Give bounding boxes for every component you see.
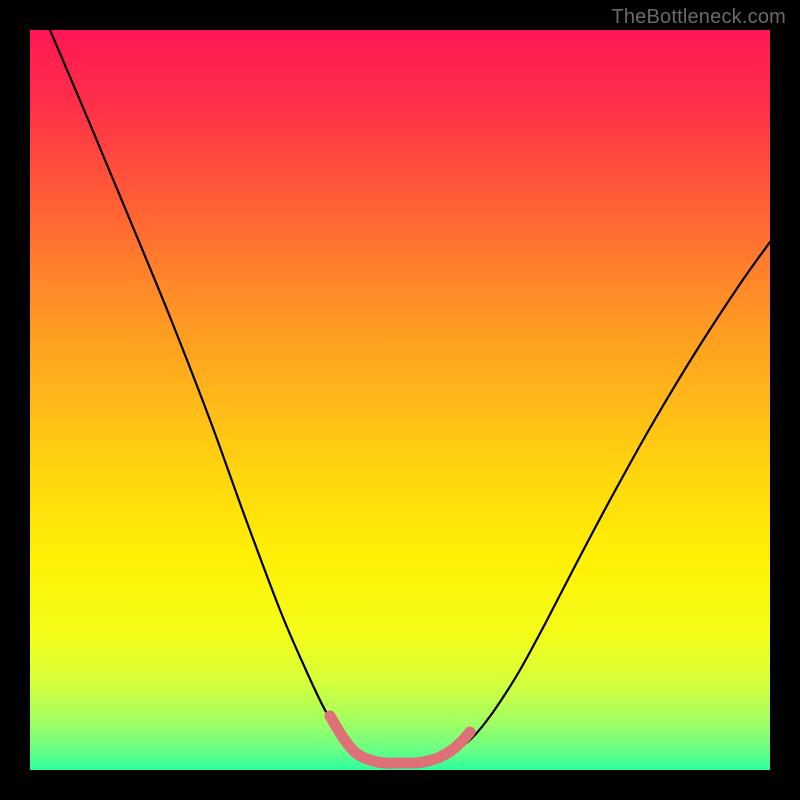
plot-area — [30, 30, 770, 770]
chart-frame: TheBottleneck.com — [0, 0, 800, 800]
plot-svg — [30, 30, 770, 770]
watermark-text: TheBottleneck.com — [611, 6, 786, 29]
gradient-background — [30, 30, 770, 770]
